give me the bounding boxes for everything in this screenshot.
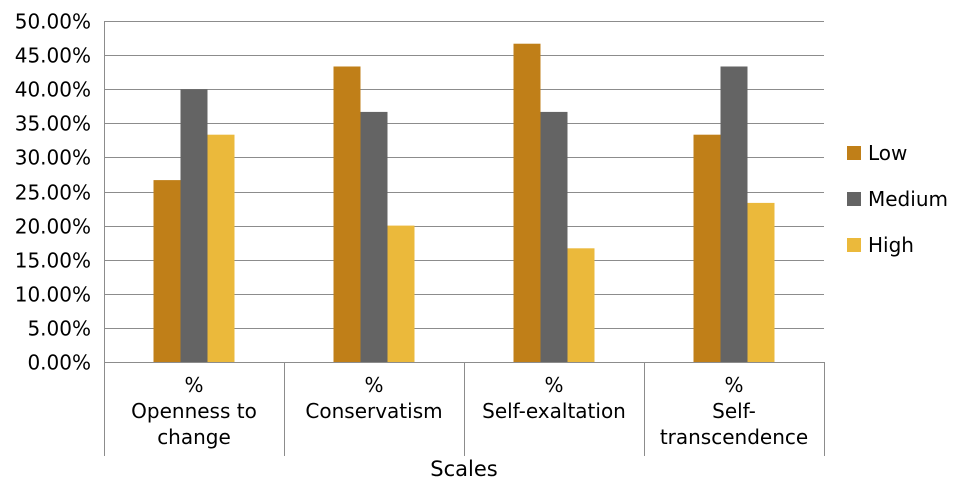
bar-high	[747, 202, 775, 362]
axes	[104, 21, 825, 456]
bar-medium	[540, 111, 568, 362]
bar-low	[513, 43, 541, 363]
legend-swatch-low	[847, 146, 861, 160]
y-tick-label: 50.00%	[15, 10, 91, 34]
legend-label-medium: Medium	[868, 187, 948, 211]
bar-medium	[360, 111, 388, 362]
x-category-label: % Conservatism	[305, 373, 442, 423]
y-tick-label: 0.00%	[27, 351, 91, 375]
legend-label-high: High	[868, 233, 914, 257]
bars	[153, 43, 775, 363]
legend-label-low: Low	[868, 141, 907, 165]
legend-swatch-high	[847, 238, 861, 252]
bar-low	[333, 66, 361, 363]
y-axis-tick-labels: 0.00% 5.00% 10.00% 15.00% 20.00% 25.00% 30.00%…	[15, 10, 91, 375]
bar-medium	[720, 66, 748, 363]
x-category-label: % Self-transcendence	[660, 373, 808, 449]
x-category-label: % Self-exaltation	[482, 373, 626, 423]
y-tick-label: 45.00%	[15, 44, 91, 68]
y-tick-label: 40.00%	[15, 78, 91, 102]
y-tick-label: 15.00%	[15, 249, 91, 273]
y-tick-label: 25.00%	[15, 181, 91, 205]
legend: Low Medium High	[847, 141, 948, 257]
bar-low	[153, 180, 181, 362]
bar-medium	[180, 89, 208, 362]
x-category-label: % Openness to change	[131, 373, 257, 449]
y-tick-label: 30.00%	[15, 146, 91, 170]
bar-low	[693, 134, 721, 362]
category-labels: % Openness to change % Conservatism % Self-exa…	[131, 373, 808, 449]
bar-high	[567, 248, 595, 362]
y-tick-label: 5.00%	[27, 317, 91, 341]
y-tick-label: 10.00%	[15, 283, 91, 307]
y-tick-label: 35.00%	[15, 112, 91, 136]
bar-high	[207, 134, 235, 362]
x-axis-title: Scales	[430, 457, 497, 481]
y-tick-label: 20.00%	[15, 215, 91, 239]
legend-swatch-medium	[847, 192, 861, 206]
bar-high	[387, 225, 415, 362]
